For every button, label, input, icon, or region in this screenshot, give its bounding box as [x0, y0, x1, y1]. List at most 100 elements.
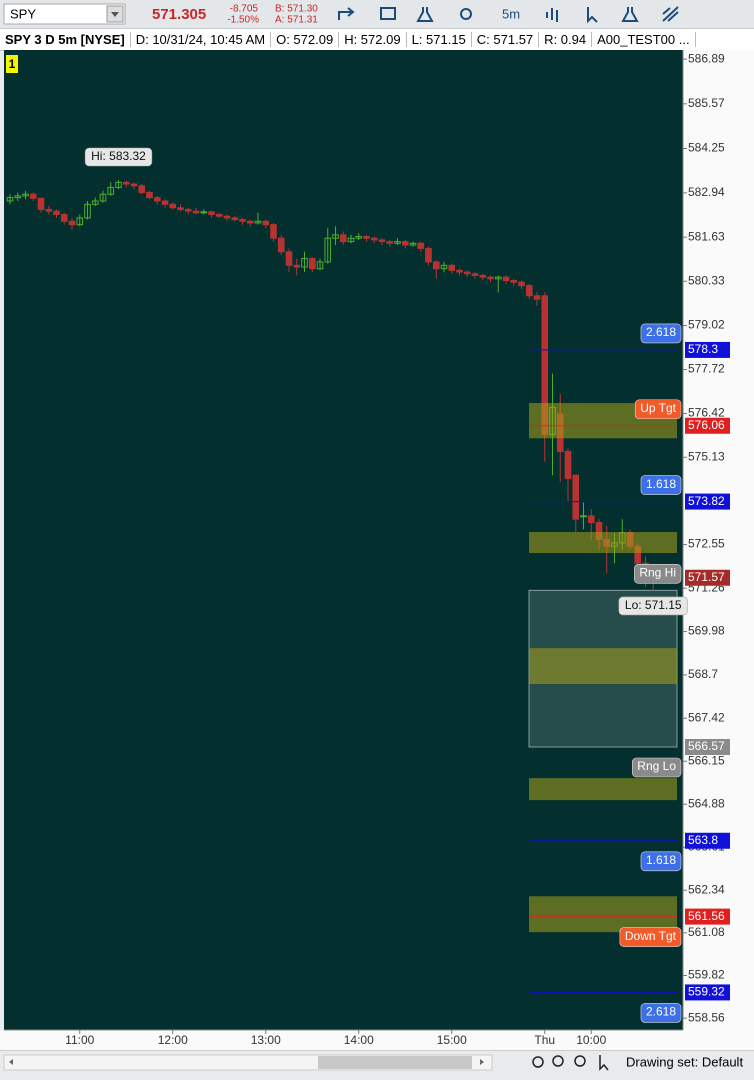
candle-body: [301, 258, 308, 268]
level-tag: Rng Lo: [631, 757, 682, 778]
axis-price-label: 559.32: [688, 985, 725, 999]
candle-body: [45, 208, 53, 212]
candle-body: [68, 220, 76, 226]
level-tag-box: [619, 927, 682, 947]
flask-icon[interactable]: [621, 7, 639, 22]
toolbar-graphics: SPY 571.305 -8.705 -1.50% B: 571.30 A: 5…: [3, 3, 679, 26]
level-tag: 1.618: [640, 475, 682, 495]
candle-body: [417, 242, 425, 249]
zoom-in-icon[interactable]: [552, 1055, 564, 1067]
candle-body: [502, 276, 510, 282]
axis-price-box: [685, 984, 730, 1001]
candle-body: [378, 239, 386, 243]
candle-body: [130, 183, 138, 187]
y-tick-label: 562.34: [688, 882, 725, 896]
price-axis: [683, 50, 754, 1030]
zone: [529, 778, 677, 801]
candle-body: [115, 181, 122, 188]
pointer-icon[interactable]: [599, 1055, 609, 1071]
scrollbar-thumb[interactable]: [318, 1056, 472, 1069]
axis-price-label: 566.57: [688, 739, 725, 753]
y-tick-label: 586.89: [688, 51, 725, 65]
y-tick-label: 559.82: [688, 968, 725, 982]
settings-icon[interactable]: [460, 8, 472, 20]
level-tag-label: 2.618: [646, 1005, 676, 1019]
candle-body: [386, 241, 394, 244]
level-tag-label: 2.618: [646, 325, 676, 339]
axis-price-label: 576.06: [688, 418, 725, 432]
drawing-icon[interactable]: [662, 6, 679, 22]
symbol-box[interactable]: [3, 3, 126, 25]
candle-body: [161, 200, 169, 205]
level-tag-label: Rng Lo: [637, 759, 676, 773]
candle-body: [184, 208, 192, 212]
candle-body: [533, 295, 541, 300]
candle-body: [440, 264, 448, 270]
candle-body: [510, 280, 518, 283]
y-tick-label: 566.15: [688, 753, 725, 767]
candle-body: [76, 217, 84, 226]
level-tag-box: [640, 851, 682, 872]
candle-body: [409, 242, 417, 246]
info-field: O: 572.09: [271, 32, 340, 47]
footer: Drawing set: Default: [0, 1050, 754, 1075]
zoom-out-icon[interactable]: [574, 1055, 586, 1067]
candle-body: [200, 211, 208, 214]
level-tag-box: [640, 323, 682, 344]
badge: [6, 55, 18, 73]
y-tick-label: 564.88: [688, 796, 725, 810]
candle-body: [6, 197, 14, 202]
candle-body: [122, 181, 130, 185]
symbol[interactable]: SPY: [10, 6, 36, 21]
candle-body: [37, 197, 45, 210]
studies-icon[interactable]: [416, 7, 434, 22]
zone: [529, 532, 677, 554]
info-field: R: 0.94: [539, 32, 593, 47]
x-tick-label: 11:00: [65, 1033, 94, 1047]
level-tag: 1.618: [640, 851, 682, 872]
level-tag-label: Up Tgt: [640, 401, 676, 415]
cursor-icon[interactable]: [587, 7, 598, 24]
level-tag-label: Down Tgt: [625, 929, 677, 943]
annotation-label: Hi: 583.32: [91, 149, 146, 163]
axis-price-label: 563.8: [688, 833, 718, 847]
x-tick-label: 14:00: [344, 1033, 374, 1047]
axis-price-label: 561.56: [688, 909, 725, 923]
candle-body: [394, 241, 401, 244]
toolbar-icons[interactable]: [338, 6, 679, 24]
candle-body: [525, 285, 533, 297]
annotation-label: Lo: 571.15: [625, 598, 682, 612]
candle-body: [84, 203, 91, 219]
drawing-set[interactable]: Drawing set: Default: [626, 1054, 743, 1069]
interval[interactable]: 5m: [502, 6, 520, 21]
note-icon[interactable]: [380, 7, 396, 20]
candle-body: [487, 276, 494, 280]
level-tag: 2.618: [640, 323, 682, 344]
info-field: L: 571.15: [407, 32, 472, 47]
axis-price-label: 571.57: [688, 570, 725, 584]
style-icon[interactable]: [546, 8, 558, 22]
zone: [529, 896, 677, 933]
info-field: H: 572.09: [339, 32, 407, 47]
candle-body: [316, 261, 324, 270]
bid: B: 571.30: [275, 4, 318, 15]
candle-body: [285, 251, 293, 266]
zone: [529, 648, 677, 685]
chart: 1 586.89 585.57 584.25 582.94 581.63 580.33 57…: [0, 50, 754, 1050]
candle-body: [494, 276, 502, 280]
candle-body: [456, 269, 463, 273]
level-tag: Down Tgt: [619, 927, 682, 947]
x-tick-label: 13:00: [251, 1033, 281, 1047]
y-tick-label: 577.72: [688, 362, 725, 376]
y-tick-label: 561.08: [688, 925, 725, 939]
crosshair-icon[interactable]: [532, 1056, 544, 1068]
candle-body: [425, 247, 432, 263]
y-tick-label: 584.25: [688, 141, 725, 155]
info-field: D: 10/31/24, 10:45 AM: [131, 32, 272, 47]
candle-body: [293, 264, 301, 268]
candle-body: [564, 450, 572, 480]
zoom-tools[interactable]: [532, 1055, 609, 1071]
share-icon[interactable]: [338, 7, 355, 20]
level-tag-box: [634, 399, 682, 420]
